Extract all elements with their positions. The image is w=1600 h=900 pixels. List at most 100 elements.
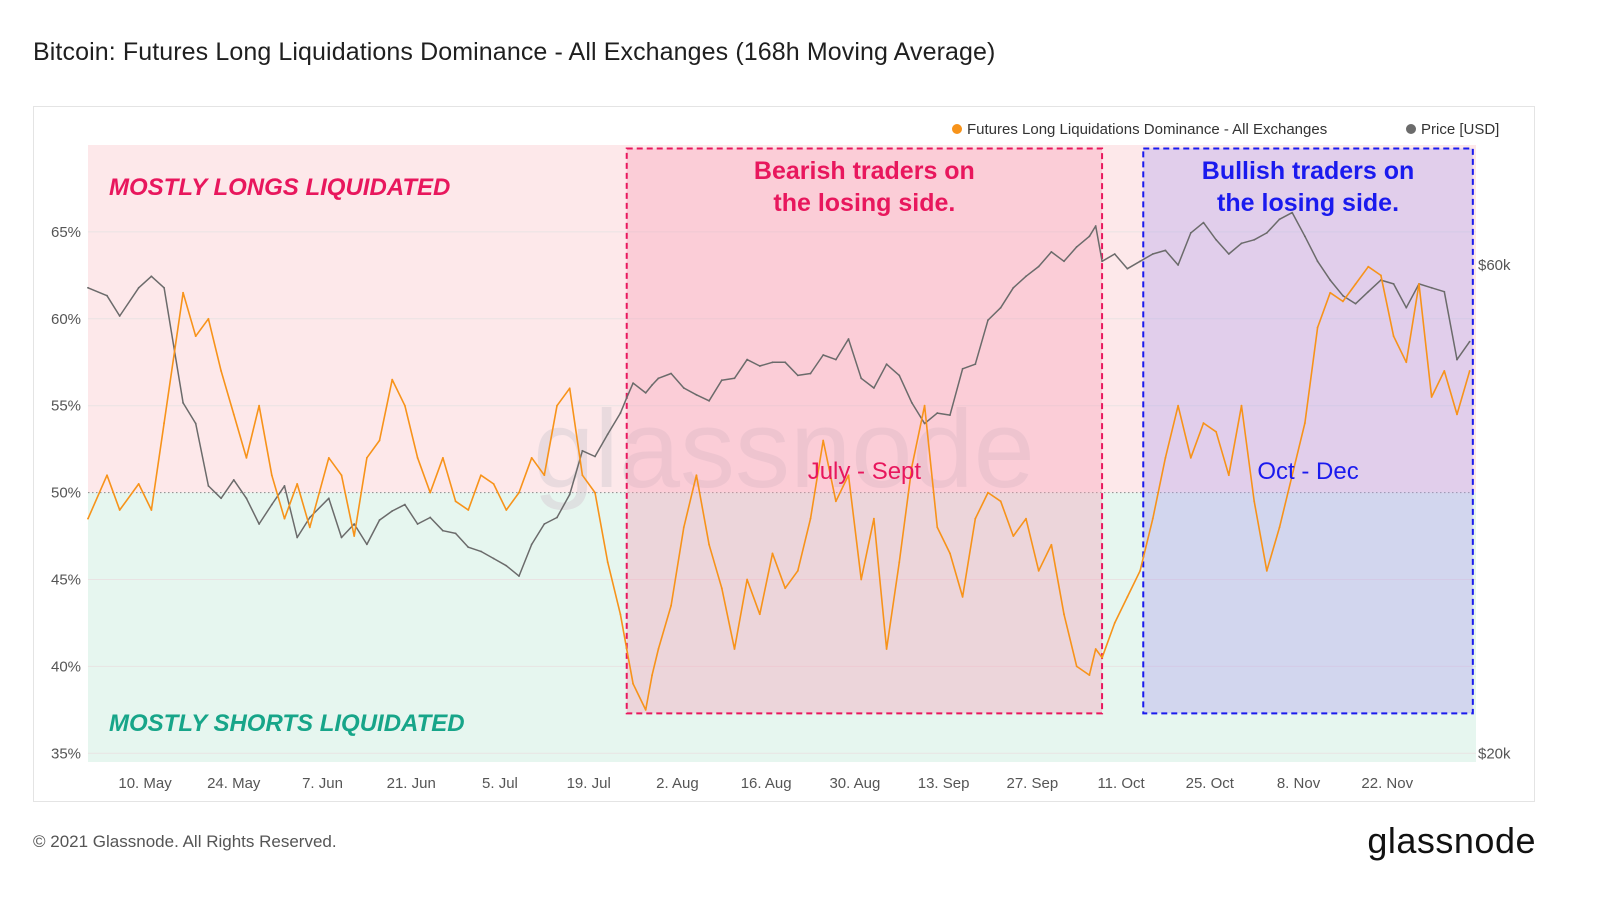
series-point: [733, 377, 736, 380]
series-point: [296, 483, 299, 485]
series-point: [378, 519, 381, 521]
series-point: [898, 374, 901, 377]
series-point: [1101, 656, 1103, 659]
lower-region-label: MOSTLY SHORTS LIQUIDATED: [109, 710, 465, 737]
series-point: [771, 361, 774, 364]
series-point: [885, 648, 888, 650]
series-point: [137, 483, 140, 485]
series-point: [657, 377, 660, 380]
legend-item-dominance[interactable]: Futures Long Liquidations Dominance - Al…: [967, 121, 1327, 138]
series-point: [1215, 238, 1218, 241]
series-point: [1139, 260, 1141, 263]
series-point: [1456, 413, 1458, 416]
chart-title: Bitcoin: Futures Long Liquidations Domin…: [33, 38, 996, 66]
series-point: [1189, 231, 1192, 234]
legend-dot-price: [1406, 124, 1416, 134]
series-point: [809, 517, 812, 520]
series-point: [220, 370, 222, 372]
series-point: [1329, 279, 1332, 281]
series-point: [518, 491, 520, 494]
series-point: [834, 500, 837, 503]
series-point: [403, 503, 406, 506]
series-point: [758, 613, 761, 616]
series-point: [296, 536, 299, 539]
series-point: [1113, 253, 1116, 255]
series-point: [1025, 275, 1027, 278]
series-point: [1202, 221, 1205, 224]
chart-svg: glassnode MOSTLY LONGS LIQUIDATED MOSTLY…: [51, 121, 1511, 792]
series-point: [923, 404, 926, 407]
series-point: [1177, 404, 1180, 407]
series-point: [232, 478, 235, 481]
series-point: [163, 286, 165, 289]
series-point: [644, 391, 647, 394]
series-point: [118, 509, 121, 511]
y-left-tick-label: 60%: [51, 311, 81, 328]
series-point: [327, 456, 330, 459]
series-point: [1342, 294, 1344, 297]
series-point: [568, 493, 571, 496]
x-tick-label: 21. Jun: [387, 775, 436, 792]
series-point: [682, 387, 685, 389]
y-left-tick-label: 65%: [51, 224, 81, 241]
series-point: [594, 455, 596, 458]
series-point: [746, 578, 749, 581]
series-point: [1164, 249, 1167, 252]
series-point: [283, 517, 286, 520]
axes: 35% 40% 45% 50% 55% 60% 65% $20k $60k 10. May 24. …: [51, 224, 1511, 792]
legend[interactable]: Futures Long Liquidations Dominance - Al…: [952, 121, 1499, 138]
series-point: [822, 439, 825, 442]
series-point: [625, 396, 628, 399]
series-point: [106, 294, 108, 297]
series-point: [556, 516, 558, 519]
series-point: [1329, 291, 1332, 294]
series-point: [708, 399, 711, 402]
series-point: [581, 449, 584, 452]
series-point: [771, 552, 774, 555]
series-point: [1278, 218, 1281, 221]
glassnode-logo[interactable]: glassnode: [1367, 820, 1536, 861]
series-point: [1430, 286, 1433, 289]
series-point: [999, 306, 1002, 309]
series-point: [1380, 274, 1382, 277]
series-point: [1430, 396, 1433, 398]
series-point: [118, 315, 121, 317]
series-point: [1139, 569, 1141, 572]
annotation-period-label: Oct - Dec: [1257, 458, 1358, 485]
series-point: [207, 485, 210, 487]
series-point: [1367, 265, 1370, 268]
series-point: [911, 465, 913, 468]
series-point: [207, 317, 210, 320]
series-point: [365, 543, 368, 546]
series-point: [403, 404, 406, 407]
series-point: [1037, 265, 1040, 268]
series-point: [1101, 260, 1103, 263]
series-point: [480, 550, 482, 553]
copyright-text: © 2021 Glassnode. All Rights Reserved.: [33, 832, 337, 851]
x-tick-label: 19. Jul: [567, 775, 611, 792]
series-point: [708, 543, 711, 546]
legend-item-price[interactable]: Price [USD]: [1421, 121, 1499, 138]
series-point: [784, 361, 787, 364]
series-point: [308, 516, 311, 519]
x-tick-label: 25. Oct: [1186, 775, 1235, 792]
series-point: [1443, 370, 1446, 372]
series-point: [467, 509, 470, 511]
series-point: [1227, 253, 1230, 255]
lower-region-band: [88, 492, 1476, 762]
series-point: [1094, 225, 1097, 227]
series-point: [1025, 517, 1027, 520]
series-point: [720, 587, 723, 590]
series-point: [1405, 361, 1408, 364]
x-tick-label: 10. May: [118, 775, 172, 792]
x-tick-label: 30. Aug: [829, 775, 880, 792]
series-point: [378, 439, 381, 442]
annotation-title-line2: the losing side.: [773, 189, 955, 217]
series-point: [1354, 283, 1357, 285]
series-point: [1367, 290, 1370, 293]
series-point: [733, 648, 736, 650]
series-point: [872, 517, 875, 520]
series-point: [163, 422, 165, 424]
series-point: [137, 286, 140, 289]
x-tick-label: 27. Sep: [1006, 775, 1058, 792]
